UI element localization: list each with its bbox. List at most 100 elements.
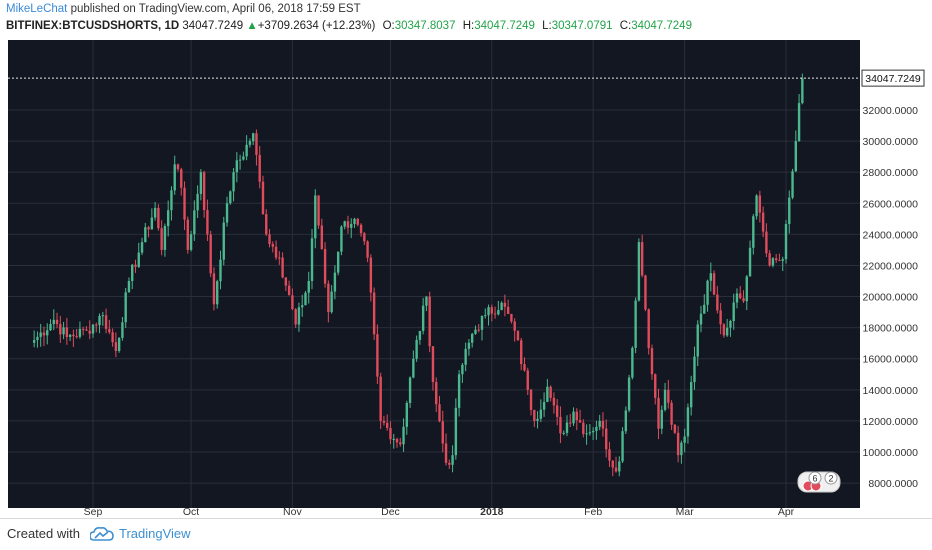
candle-body	[340, 226, 343, 252]
candle-body	[706, 280, 709, 305]
candle-body	[585, 433, 588, 435]
candle-body	[225, 203, 229, 223]
candle-body	[686, 407, 690, 437]
candle-body	[75, 336, 78, 338]
candle-body	[510, 313, 513, 322]
symbol-name[interactable]: BITFINEX:BTCUSDSHORTS, 1D	[6, 20, 180, 32]
price-tick-label: 22000.0000	[863, 260, 919, 272]
candle-body	[333, 272, 337, 292]
candle-body	[297, 307, 301, 325]
candle-body	[62, 327, 65, 335]
time-tick-label: Nov	[283, 506, 302, 518]
candle-body	[317, 195, 320, 226]
candle-body	[65, 327, 69, 337]
candle-body	[91, 324, 95, 334]
candle-body	[251, 133, 255, 142]
time-axis[interactable]: Sep Oct Nov Dec 2018 Feb Mar Apr	[84, 506, 795, 518]
price-tick-label: 12000.0000	[863, 416, 919, 428]
price-axis[interactable]: 8000.0000 10000.0000 12000.0000 14000.0000 1…	[861, 69, 925, 490]
candle-body	[748, 247, 752, 277]
candle-body	[758, 195, 762, 213]
tradingview-logo[interactable]: TradingView	[89, 526, 191, 541]
author-link[interactable]: MikeLeChat	[6, 3, 68, 15]
tradingview-cloud-icon	[89, 526, 114, 541]
candle-body	[614, 467, 618, 472]
candle-body	[470, 333, 474, 343]
candle-body	[520, 340, 523, 365]
candle-body	[108, 328, 111, 333]
candle-body	[461, 364, 464, 375]
candle-body	[618, 461, 621, 472]
price-tick-label: 18000.0000	[863, 323, 919, 335]
high-label: H:	[462, 20, 475, 32]
close-label: C:	[619, 20, 632, 32]
candle-body	[343, 221, 346, 227]
candle-body	[421, 305, 425, 331]
candle-body	[304, 292, 307, 306]
candle-body	[546, 386, 549, 402]
candle-body	[637, 242, 641, 301]
candle-body	[281, 257, 284, 278]
candle-body	[474, 329, 477, 334]
candle-body	[784, 224, 788, 260]
last-price: 34047.7249	[182, 20, 244, 32]
candle-body	[330, 291, 333, 313]
candle-body	[539, 409, 543, 419]
price-tick-label: 14000.0000	[863, 385, 919, 397]
candle-body	[219, 259, 222, 282]
candle-body	[781, 259, 784, 261]
candle-body	[369, 257, 373, 293]
candle-body	[467, 342, 471, 349]
candle-body	[399, 442, 402, 445]
candle-body	[513, 321, 516, 331]
candle-body	[562, 432, 565, 434]
price-tick-label: 30000.0000	[863, 136, 919, 148]
candle-body	[98, 315, 101, 326]
candle-body	[245, 144, 248, 157]
candle-body	[193, 210, 196, 235]
candle-body	[379, 376, 382, 421]
candle-body	[797, 103, 801, 142]
candle-body	[111, 332, 114, 343]
tradingview-brand[interactable]: TradingView	[118, 526, 191, 541]
candle-body	[627, 377, 631, 411]
candle-body	[516, 330, 520, 341]
candle-body	[415, 339, 418, 359]
candle-body	[359, 224, 363, 234]
events-badge[interactable]: 6 2	[797, 471, 841, 493]
candle-body	[39, 332, 42, 337]
created-with-text: Created with	[7, 526, 80, 541]
candle-body	[242, 156, 245, 160]
candle-body	[640, 242, 644, 276]
candle-body	[428, 296, 431, 347]
candle-body	[160, 228, 163, 250]
candle-body	[385, 422, 389, 428]
candle-body	[654, 374, 657, 398]
candle-body	[382, 420, 386, 423]
symbol-legend: BITFINEX:BTCUSDSHORTS, 1D 34047.7249 ▲+3…	[6, 20, 692, 32]
candle-body	[493, 313, 497, 315]
time-tick-label: Apr	[778, 506, 795, 518]
candle-body	[255, 133, 258, 155]
candle-body	[176, 164, 180, 170]
candle-body	[157, 207, 160, 229]
candle-body	[552, 397, 556, 406]
candle-body	[693, 356, 696, 383]
candle-body	[533, 410, 536, 421]
candle-body	[137, 252, 140, 267]
candle-body	[448, 462, 451, 465]
candle-body	[52, 319, 55, 325]
candle-body	[438, 404, 441, 422]
candle-body	[85, 329, 88, 331]
candle-body	[68, 334, 72, 337]
candle-body	[153, 207, 157, 218]
candle-body	[72, 334, 75, 337]
time-tick-label: Sep	[84, 506, 103, 518]
candle-body	[523, 364, 526, 371]
candle-body	[683, 436, 686, 443]
candle-body	[716, 294, 719, 311]
price-tick-label: 24000.0000	[863, 229, 919, 241]
candle-body	[408, 377, 412, 403]
candle-body	[350, 223, 353, 228]
